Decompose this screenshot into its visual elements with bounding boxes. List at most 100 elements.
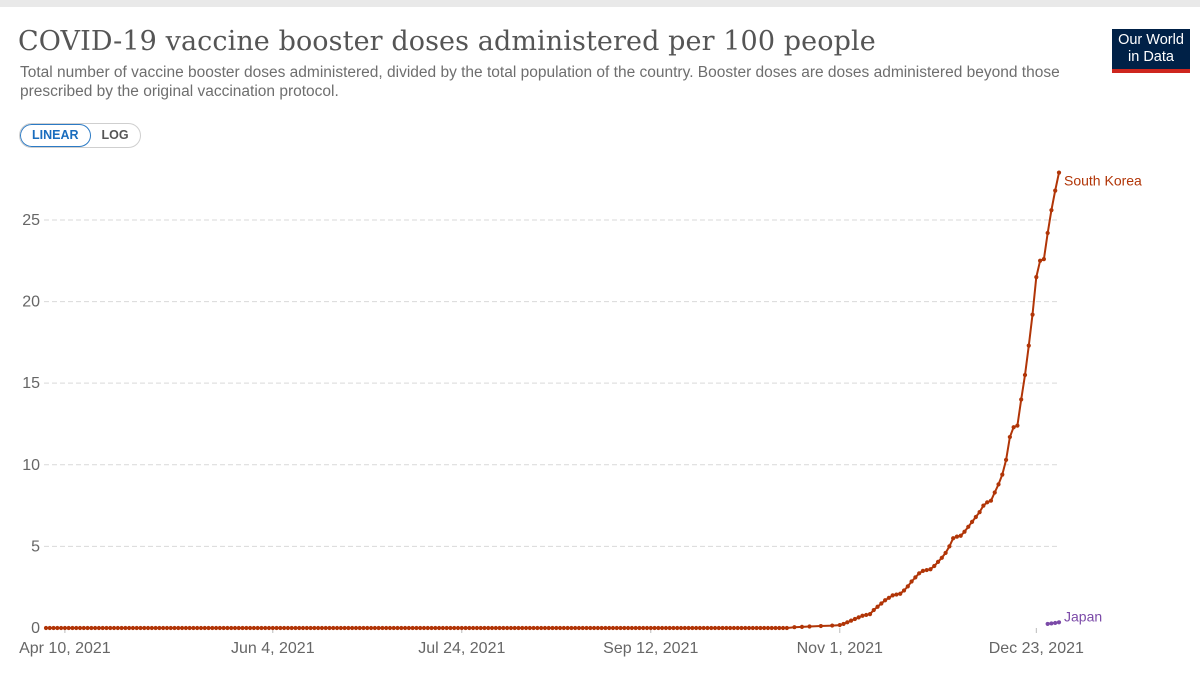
data-point <box>610 625 616 631</box>
data-point <box>285 625 291 631</box>
data-point <box>667 625 672 631</box>
data-point <box>1041 257 1046 262</box>
data-point <box>867 612 873 617</box>
data-point <box>187 625 192 631</box>
data-point <box>1022 372 1028 378</box>
data-point <box>1015 423 1020 428</box>
data-point <box>780 625 786 631</box>
data-point <box>304 625 309 631</box>
data-point <box>127 625 132 631</box>
data-point <box>917 571 922 576</box>
data-point <box>232 625 238 631</box>
data-point <box>875 604 880 609</box>
data-point <box>754 625 759 631</box>
data-point <box>871 607 876 613</box>
data-point <box>1053 188 1058 193</box>
data-point <box>769 625 774 631</box>
data-point <box>743 625 748 631</box>
data-point <box>694 625 699 631</box>
data-point <box>686 625 691 631</box>
data-point <box>682 625 687 631</box>
data-point <box>905 584 910 589</box>
x-tick-label: Apr 10, 2021 <box>19 640 111 657</box>
data-point <box>580 625 585 631</box>
data-point <box>198 625 204 631</box>
x-tick-label: Jul 24, 2021 <box>418 640 505 657</box>
data-point <box>334 625 340 631</box>
data-point <box>818 623 823 629</box>
data-point <box>584 625 589 631</box>
chart-title: COVID-19 vaccine booster doses administe… <box>18 26 876 57</box>
linear-scale-button[interactable]: LINEAR <box>20 124 91 147</box>
top-border <box>0 0 1200 7</box>
data-point <box>346 625 351 631</box>
data-point <box>1034 274 1039 280</box>
data-point <box>939 555 944 560</box>
data-point <box>164 625 170 631</box>
data-point <box>115 625 120 631</box>
data-point <box>353 625 359 631</box>
data-point <box>123 625 128 631</box>
log-scale-button[interactable]: LOG <box>101 128 129 142</box>
data-point <box>1026 343 1031 348</box>
data-point <box>1019 397 1024 402</box>
data-point <box>671 625 676 631</box>
data-point <box>629 625 634 631</box>
data-point <box>731 625 737 631</box>
data-point <box>966 524 971 529</box>
data-point <box>637 625 642 631</box>
y-tick-label: 20 <box>22 294 40 311</box>
data-point <box>429 625 434 631</box>
data-point <box>656 625 661 631</box>
y-tick-label: 10 <box>22 457 40 474</box>
data-point <box>898 591 903 596</box>
data-point <box>622 625 627 631</box>
data-point <box>943 550 948 556</box>
data-point <box>119 625 124 631</box>
data-point <box>981 503 986 508</box>
data-point <box>384 625 389 631</box>
data-point <box>365 625 370 631</box>
data-point <box>588 625 593 631</box>
data-point <box>259 625 264 631</box>
data-point <box>467 625 472 631</box>
data-point <box>221 625 226 631</box>
data-point <box>289 625 294 631</box>
data-point <box>660 625 665 631</box>
data-point <box>603 625 608 631</box>
data-point <box>739 625 744 631</box>
data-point <box>644 625 650 631</box>
data-point <box>206 625 211 631</box>
data-point <box>576 625 582 631</box>
data-point <box>765 625 771 631</box>
data-point <box>512 625 517 631</box>
data-point <box>652 625 657 631</box>
data-point <box>913 575 918 580</box>
owid-logo[interactable]: Our World in Data <box>1112 29 1190 73</box>
data-point <box>701 625 706 631</box>
data-point <box>712 625 718 631</box>
data-point <box>266 625 272 631</box>
data-point <box>856 615 861 620</box>
data-point <box>985 500 990 505</box>
data-point <box>195 625 200 631</box>
data-point <box>43 625 49 631</box>
data-point <box>350 625 355 631</box>
data-point <box>489 625 495 631</box>
data-point <box>414 625 419 631</box>
series-label-south-korea: South Korea <box>1064 173 1142 189</box>
data-point <box>920 568 926 573</box>
data-point <box>433 625 438 631</box>
data-point <box>505 625 510 631</box>
data-point <box>331 625 336 631</box>
data-point <box>425 625 430 631</box>
data-point <box>444 625 449 631</box>
data-point <box>561 625 566 631</box>
data-point <box>399 625 404 631</box>
data-point <box>217 625 222 631</box>
data-point <box>595 625 600 631</box>
data-point <box>901 588 907 593</box>
data-point <box>1000 472 1005 477</box>
data-point <box>274 625 279 631</box>
data-point <box>455 625 461 631</box>
